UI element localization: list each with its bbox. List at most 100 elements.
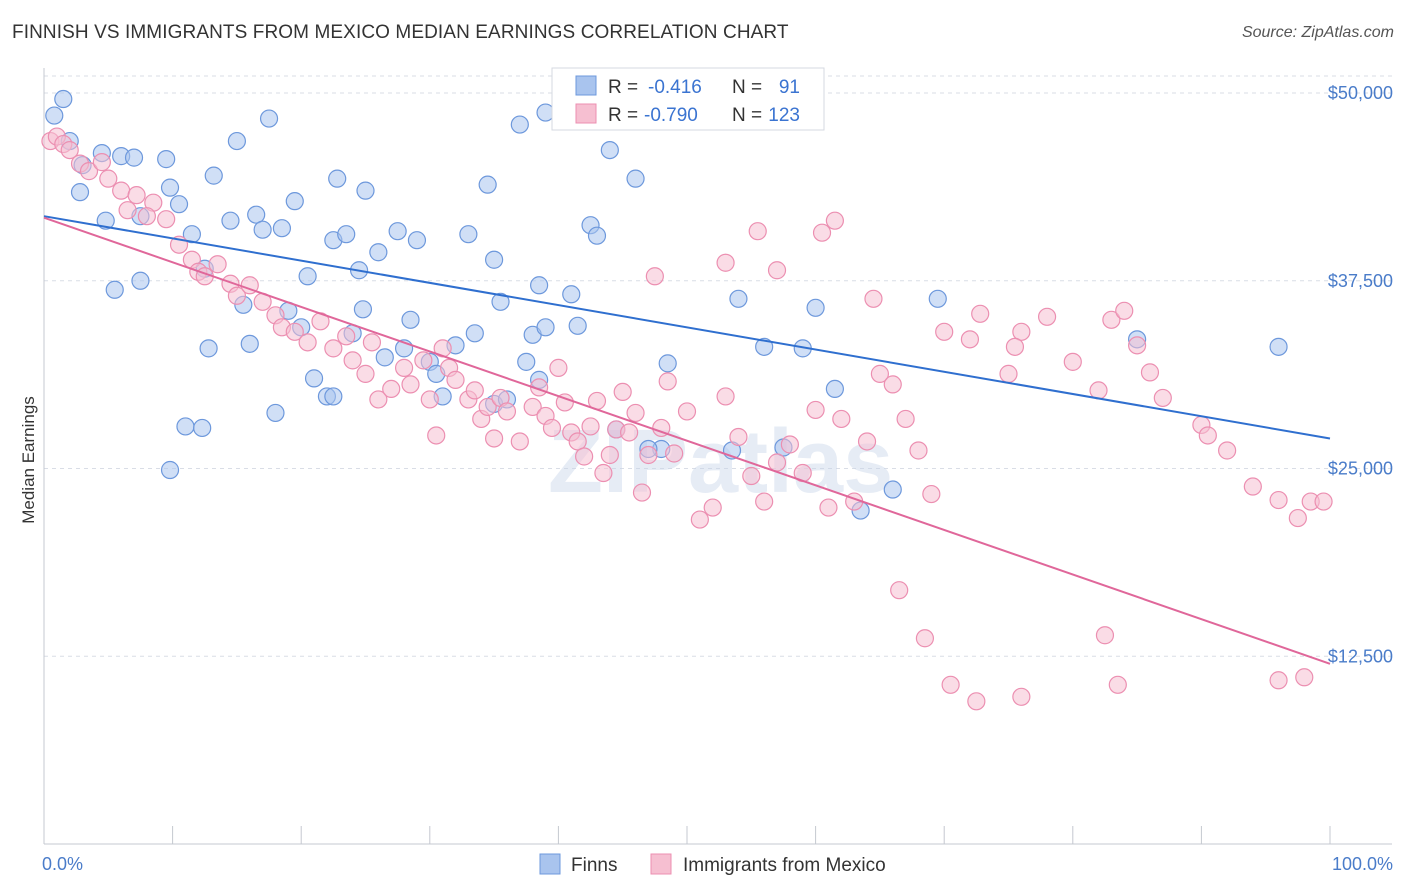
finns-point	[407, 231, 427, 250]
finns-point	[337, 225, 356, 244]
finns-point	[266, 403, 285, 423]
finns-point	[157, 150, 176, 169]
x-tick-labels: 0.0% 100.0%	[42, 854, 1393, 874]
mexico-r-label: R =	[608, 105, 638, 126]
finns-point	[304, 369, 324, 388]
mexico-point	[92, 153, 111, 172]
finns-point	[825, 379, 844, 399]
mexico-point	[1153, 388, 1172, 408]
mexico-point	[613, 382, 632, 402]
mexico-point	[324, 339, 343, 358]
mexico-point	[542, 418, 562, 438]
mexico-legend-swatch	[575, 103, 597, 124]
finns-point	[369, 243, 388, 262]
finns-point	[169, 195, 189, 214]
finns-point	[253, 220, 272, 239]
mexico-point	[909, 441, 928, 460]
finns-point	[227, 131, 246, 151]
finns-point	[465, 324, 484, 343]
finns-point	[401, 310, 420, 329]
finns-r-value: -0.416	[648, 77, 702, 98]
mexico-point	[1127, 336, 1147, 355]
finns-point	[510, 115, 529, 134]
mexico-points	[41, 127, 1333, 711]
mexico-point	[362, 333, 382, 352]
mexico-point	[639, 445, 658, 465]
mexico-trend-line	[43, 216, 1331, 665]
series-legend: Finns Immigrants from Mexico	[539, 853, 886, 876]
mexico-point	[825, 211, 844, 230]
mexico-point	[1243, 477, 1262, 496]
mexico-point	[941, 675, 960, 694]
finns-point	[1269, 337, 1288, 356]
mexico-point	[79, 162, 99, 181]
finns-r-label: R =	[608, 77, 638, 98]
y-axis-title: Median Earnings	[19, 396, 38, 524]
mexico-r-value: -0.790	[644, 105, 698, 126]
mexico-point	[1115, 301, 1134, 320]
mexico-point	[208, 255, 227, 274]
mexico-point	[581, 417, 600, 436]
mexico-point	[446, 370, 465, 389]
mexico-point	[575, 447, 594, 466]
mexico-point	[922, 484, 941, 504]
mexico-point	[806, 400, 825, 420]
mexico-point	[137, 207, 156, 226]
y-tick-labels: $12,500 $25,000 $37,500 $50,000	[1328, 83, 1393, 666]
mexico-point	[742, 466, 761, 486]
mexico-point	[1063, 352, 1082, 371]
finns-point	[324, 387, 343, 406]
mexico-point	[896, 409, 915, 429]
mexico-point	[594, 463, 613, 483]
mexico-point	[645, 267, 664, 286]
mexico-point	[1095, 626, 1115, 645]
mexico-point	[1295, 668, 1314, 687]
finns-point	[658, 354, 677, 373]
mexico-point	[716, 387, 735, 406]
finns-point	[883, 480, 902, 499]
y-tick-label: $50,000	[1328, 83, 1393, 103]
mexico-point	[703, 498, 722, 517]
mexico-point	[1288, 508, 1307, 528]
finns-point	[124, 148, 144, 167]
mexico-point	[1012, 322, 1031, 341]
mexico-point	[1089, 381, 1108, 400]
mexico-point	[337, 327, 356, 346]
mexico-point	[118, 201, 137, 220]
mexico-series-swatch	[650, 853, 672, 875]
finns-point	[755, 337, 774, 356]
mexico-point	[1269, 671, 1288, 690]
mexico-point	[523, 397, 542, 417]
finns-point	[160, 460, 180, 480]
mexico-point	[414, 351, 433, 370]
mexico-point	[420, 390, 439, 409]
finns-point	[285, 192, 304, 211]
mexico-point	[127, 186, 146, 205]
finns-point	[247, 205, 266, 224]
mexico-point	[1314, 492, 1333, 511]
mexico-point	[780, 435, 799, 454]
finns-point	[587, 226, 607, 245]
y-tick-label: $25,000	[1328, 459, 1393, 479]
mexico-series-label: Immigrants from Mexico	[683, 855, 886, 876]
mexico-point	[427, 426, 446, 445]
finns-trend-line	[43, 215, 1331, 440]
mexico-point	[1037, 307, 1057, 326]
mexico-point	[870, 364, 890, 383]
finns-point	[160, 178, 180, 197]
finns-point	[536, 103, 555, 122]
mexico-point	[298, 333, 317, 352]
finns-point	[388, 222, 407, 241]
mexico-n-value: 123	[768, 105, 800, 126]
finns-point	[176, 417, 195, 436]
mexico-point	[1218, 441, 1237, 460]
mexico-point	[620, 423, 639, 442]
mexico-point	[626, 403, 645, 423]
mexico-point	[382, 379, 401, 399]
finns-point	[96, 211, 115, 230]
finns-point	[328, 169, 347, 188]
finns-point	[221, 211, 240, 230]
finns-point	[536, 318, 555, 337]
mexico-point	[401, 375, 420, 394]
finns-point	[485, 250, 504, 269]
